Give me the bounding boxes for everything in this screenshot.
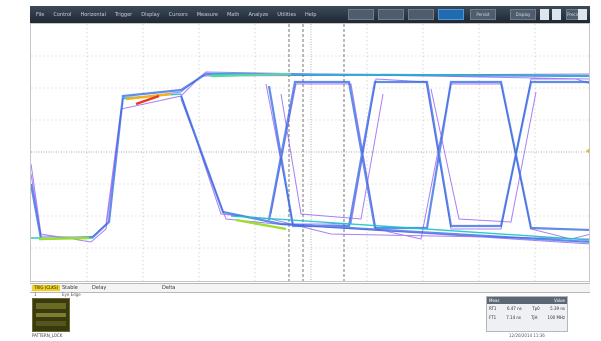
toolbar-button-4[interactable] <box>438 9 464 20</box>
run-icon[interactable] <box>540 9 549 20</box>
measurement-name: TjH <box>530 315 538 320</box>
graticule-center <box>31 24 589 281</box>
toolbar-button-1[interactable] <box>348 9 374 20</box>
readout-eye-edge: Eye Edge <box>62 292 81 297</box>
measurement-header-value: Value <box>554 298 565 303</box>
channel-label: PATTERN_LOCK <box>32 333 63 338</box>
measurement-name: RT1 <box>489 306 497 311</box>
menu-cursors[interactable]: Cursors <box>168 11 188 18</box>
menu-utilities[interactable]: Utilities <box>277 11 297 18</box>
toolbar-button-3[interactable] <box>408 9 434 20</box>
measurement-panel: Meas Value RT1 6.47 ns Tp0 5.39 ns FT1 7… <box>486 296 568 332</box>
menu-horizontal[interactable]: Horizontal <box>80 11 106 18</box>
measurement-header: Meas Value <box>487 297 567 304</box>
menu-math[interactable]: Math <box>226 11 240 18</box>
toolbar-persist-button[interactable]: Persist <box>470 9 496 20</box>
waveform-display[interactable] <box>30 23 590 282</box>
measurement-value: 7.14 ns <box>506 315 521 320</box>
menu-control[interactable]: Control <box>53 11 72 18</box>
measurement-timestamp: 12/20/2014 11:36 <box>509 333 545 338</box>
trigger-marker <box>586 148 589 154</box>
channel-thumbnail[interactable] <box>32 298 70 332</box>
toolbar-button-2[interactable] <box>378 9 404 20</box>
measurement-name: FT1 <box>489 315 497 320</box>
readout-stable: Stable <box>62 285 78 291</box>
readout-delay: Delay <box>92 285 107 291</box>
menu-analyze[interactable]: Analyze <box>248 11 269 18</box>
measurement-value: 6.47 ns <box>506 306 522 311</box>
eye-trace-hot <box>38 72 292 241</box>
menu-measure[interactable]: Measure <box>196 11 218 18</box>
menu-file[interactable]: File <box>36 11 45 18</box>
readout-delta: Delta <box>162 285 176 291</box>
menu-display[interactable]: Display <box>141 11 160 18</box>
trigger-source-tag[interactable]: TRIG (CLKS) <box>32 285 61 291</box>
readout-channel-number: 1 <box>34 292 37 297</box>
measurement-row: FT1 7.14 ns TjH 100 MHz <box>487 313 567 322</box>
eye-diagram-plot <box>31 24 589 281</box>
measurement-row: RT1 6.47 ns Tp0 5.39 ns <box>487 304 567 313</box>
menu-help[interactable]: Help <box>305 11 317 18</box>
measurement-value: 5.39 ns <box>550 306 565 311</box>
measurement-value: 100 MHz <box>547 315 565 320</box>
measurement-header-name: Meas <box>489 298 500 303</box>
cursor-lines <box>288 24 345 281</box>
menu-trigger[interactable]: Trigger <box>114 11 133 18</box>
stop-icon[interactable] <box>552 9 561 20</box>
menu-bar: File Control Horizontal Trigger Display … <box>30 6 590 23</box>
measurement-name: Tp0 <box>532 306 540 311</box>
toolbar-display-button[interactable]: Display <box>510 9 536 20</box>
eye-trace-spread <box>31 71 589 245</box>
help-icon[interactable] <box>578 9 587 20</box>
readout-strip: TRIG (CLKS) Stable Delay Delta <box>30 283 590 293</box>
